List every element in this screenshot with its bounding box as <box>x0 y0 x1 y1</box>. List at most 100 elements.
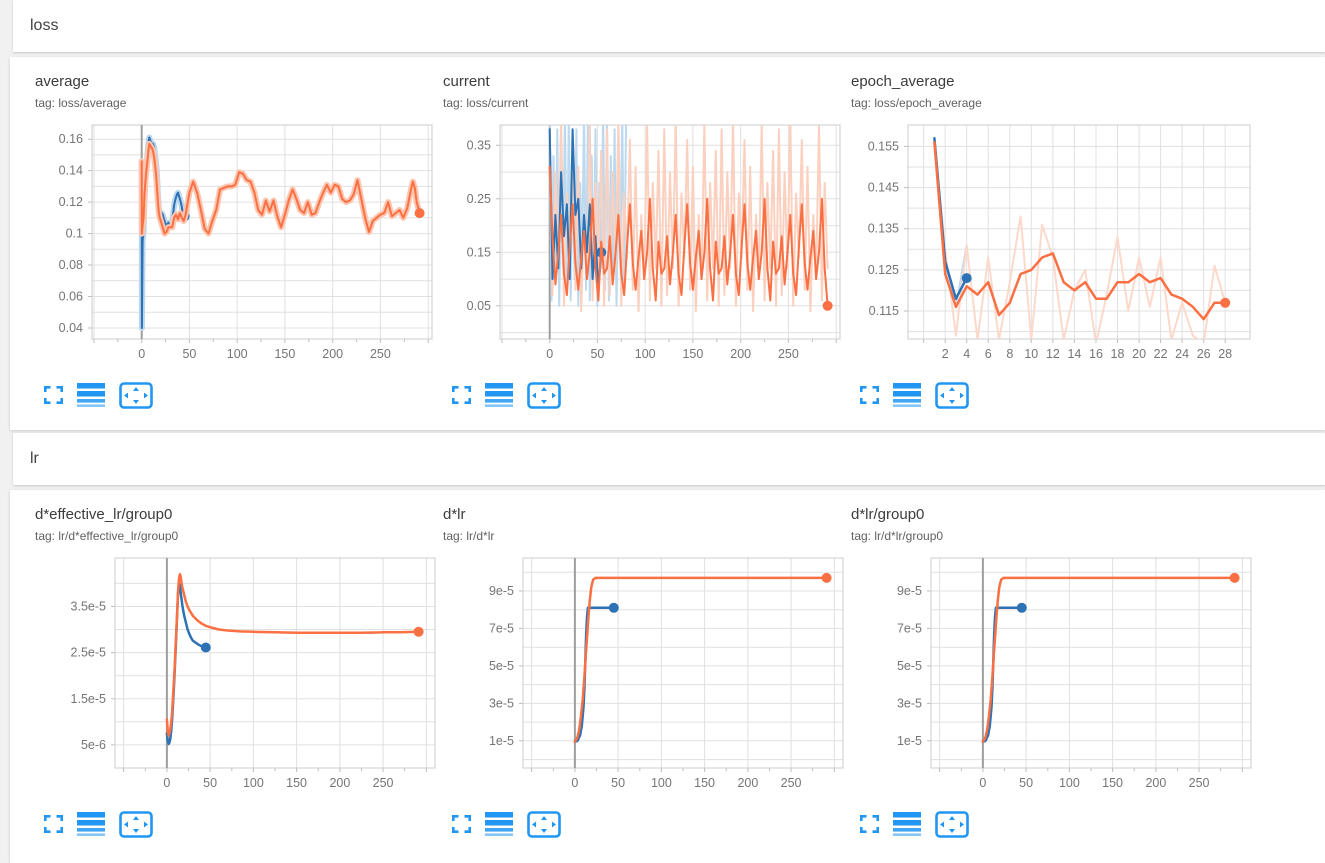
x-tick-label: 200 <box>730 347 751 361</box>
expand-chart-button[interactable] <box>44 381 63 409</box>
chart-actions <box>860 810 1250 838</box>
y-tick-label: 2.5e-5 <box>71 646 106 660</box>
expand-icon <box>44 386 63 404</box>
chart-tag: tag: lr/d*effective_lr/group0 <box>35 529 179 543</box>
expand-chart-button[interactable] <box>860 381 879 409</box>
line-chart[interactable]: 0.05 0.15 0.25 0.35 0 50 100 150 200 250 <box>438 123 843 371</box>
run-orange-smoothed <box>548 165 829 307</box>
data-table-icon <box>77 812 105 836</box>
y-tick-label: 0.25 <box>467 192 491 206</box>
expand-icon <box>452 815 471 833</box>
line-chart[interactable]: 1e-5 3e-5 5e-5 7e-5 9e-5 0 50 100 150 200 250 <box>438 556 846 800</box>
tag-group-header[interactable]: loss <box>13 0 1325 52</box>
x-tick-label: 0 <box>546 347 553 361</box>
x-tick-label: 8 <box>1006 347 1013 361</box>
expand-icon <box>860 815 879 833</box>
data-table-button[interactable] <box>77 810 105 838</box>
plot-border <box>522 557 844 769</box>
expand-icon <box>44 815 63 833</box>
expand-icon <box>860 386 879 404</box>
line-chart[interactable]: 1e-5 3e-5 5e-5 7e-5 9e-5 0 50 100 150 200 250 <box>846 556 1254 800</box>
y-tick-label: 0.115 <box>869 304 899 318</box>
y-tick-label: 0.05 <box>467 299 491 313</box>
y-tick-label: 0.155 <box>868 139 899 153</box>
x-tick-label: 150 <box>694 776 715 790</box>
chart-title: current <box>443 73 490 90</box>
tag-group-lr: lr d*effective_lr/group0 tag: lr/d*effec… <box>0 433 1325 863</box>
fit-domain-icon <box>527 381 561 409</box>
x-tick-label: 100 <box>651 776 672 790</box>
plot-border <box>930 557 1252 769</box>
data-table-button[interactable] <box>893 810 921 838</box>
chart-title: d*effective_lr/group0 <box>35 506 173 523</box>
fit-domain-button[interactable] <box>527 381 561 409</box>
run-orange-end-marker <box>413 626 424 637</box>
fit-domain-button[interactable] <box>119 381 153 409</box>
x-tick-label: 200 <box>322 347 343 361</box>
fit-domain-button[interactable] <box>935 810 969 838</box>
line-chart[interactable]: 0.04 0.06 0.08 0.1 0.12 0.14 0.16 0 50 100 150 200 2… <box>30 123 435 371</box>
x-tick-label: 50 <box>1019 776 1033 790</box>
x-tick-label: 50 <box>203 776 217 790</box>
chart-card: d*effective_lr/group0 tag: lr/d*effectiv… <box>30 504 436 838</box>
x-tick-label: 4 <box>963 347 970 361</box>
run-orange-smoothed-end-marker <box>822 300 833 311</box>
data-table-icon <box>485 812 513 836</box>
fit-domain-button[interactable] <box>935 381 969 409</box>
x-tick-label: 250 <box>373 776 394 790</box>
x-tick-label: 200 <box>329 776 350 790</box>
x-tick-label: 10 <box>1024 347 1038 361</box>
fit-domain-icon <box>935 381 969 409</box>
expand-chart-button[interactable] <box>452 810 471 838</box>
fit-domain-button[interactable] <box>527 810 561 838</box>
x-tick-label: 20 <box>1132 347 1146 361</box>
x-tick-label: 0 <box>138 347 145 361</box>
run-blue <box>165 582 208 746</box>
chart-actions <box>452 810 842 838</box>
plot-border <box>499 124 841 340</box>
tag-group-card: average tag: loss/average 0.04 0.06 0.08 0.… <box>10 57 1325 430</box>
x-tick-label: 50 <box>590 347 604 361</box>
expand-chart-button[interactable] <box>44 810 63 838</box>
data-table-icon <box>893 383 921 407</box>
tag-group-loss: loss average tag: loss/average 0.04 0.06 0… <box>0 0 1325 430</box>
chart-tag: tag: loss/average <box>35 96 127 110</box>
fit-domain-button[interactable] <box>119 810 153 838</box>
x-tick-label: 28 <box>1218 347 1232 361</box>
y-tick-label: 5e-5 <box>897 659 922 673</box>
y-tick-label: 0.135 <box>868 222 899 236</box>
expand-icon <box>452 386 471 404</box>
run-orange-smoothed-end-marker <box>1220 297 1231 308</box>
y-tick-label: 0.145 <box>868 181 899 195</box>
x-tick-label: 150 <box>682 347 703 361</box>
data-table-button[interactable] <box>485 810 513 838</box>
y-tick-label: 0.08 <box>59 258 83 272</box>
chart-card: current tag: loss/current 0.05 0.15 0.25 0.… <box>438 71 842 409</box>
expand-chart-button[interactable] <box>452 381 471 409</box>
fit-domain-icon <box>935 810 969 838</box>
tag-group-card: d*effective_lr/group0 tag: lr/d*effectiv… <box>10 490 1325 863</box>
expand-chart-button[interactable] <box>860 810 879 838</box>
x-tick-label: 0 <box>979 776 986 790</box>
chart-title: d*lr <box>443 506 466 523</box>
data-table-button[interactable] <box>77 381 105 409</box>
run-blue-end-marker <box>1016 602 1027 613</box>
plot-border <box>91 124 433 340</box>
run-orange-smoothed <box>933 141 1227 321</box>
x-tick-label: 250 <box>778 347 799 361</box>
tag-group-header[interactable]: lr <box>13 433 1325 485</box>
x-tick-label: 150 <box>286 776 307 790</box>
data-table-button[interactable] <box>893 381 921 409</box>
x-tick-label: 150 <box>1102 776 1123 790</box>
line-chart[interactable]: 0.115 0.125 0.135 0.145 0.155 2 4 6 8 10 12 14 16 18 2… <box>846 123 1253 371</box>
run-orange-end-marker <box>1229 572 1240 583</box>
charts-row: d*effective_lr/group0 tag: lr/d*effectiv… <box>30 504 1325 838</box>
x-tick-label: 24 <box>1175 347 1189 361</box>
data-table-icon <box>485 383 513 407</box>
chart-title: d*lr/group0 <box>851 506 925 523</box>
y-tick-label: 0.06 <box>59 290 83 304</box>
run-orange <box>981 576 1236 744</box>
line-chart[interactable]: 5e-6 1.5e-5 2.5e-5 3.5e-5 0 50 100 150 200 250 <box>30 556 438 800</box>
y-tick-label: 3.5e-5 <box>71 600 106 614</box>
data-table-button[interactable] <box>485 381 513 409</box>
